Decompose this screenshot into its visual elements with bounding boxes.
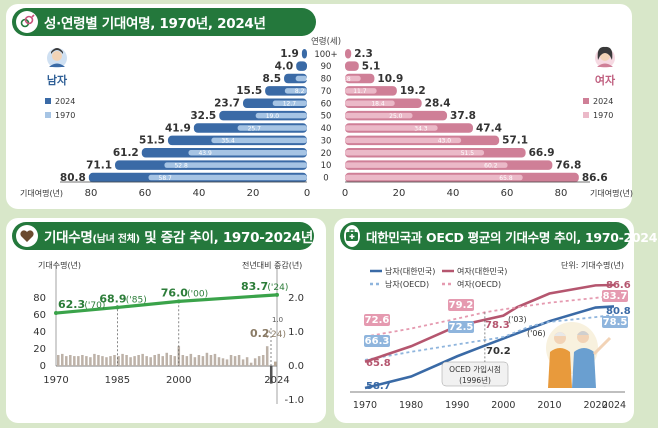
life-title-small: (남녀 전체) <box>92 234 140 245</box>
pyramid-title-pill: 성·연령별 기대여명, 1970년, 2024년 <box>12 8 316 36</box>
life-title-main: 기대수명 <box>44 230 93 246</box>
life-expectancy-panel <box>6 218 326 423</box>
life-title-suffix: 및 증감 추이, 1970-2024년 <box>139 230 314 246</box>
heart-icon <box>16 225 38 247</box>
pyramid-title: 성·연령별 기대여명, 1970년, 2024년 <box>44 16 266 32</box>
medical-kit-icon <box>344 225 360 247</box>
oecd-title: 대한민국과 OECD 평균의 기대수명 추이, 1970-2024년 <box>366 229 658 245</box>
gender-icon <box>16 11 38 33</box>
life-title: 기대수명(남녀 전체) 및 증감 추이, 1970-2024년 <box>44 226 313 246</box>
oecd-title-pill: 대한민국과 OECD 평균의 기대수명 추이, 1970-2024년 <box>340 222 658 250</box>
life-title-pill: 기대수명(남녀 전체) 및 증감 추이, 1970-2024년 <box>12 222 314 250</box>
